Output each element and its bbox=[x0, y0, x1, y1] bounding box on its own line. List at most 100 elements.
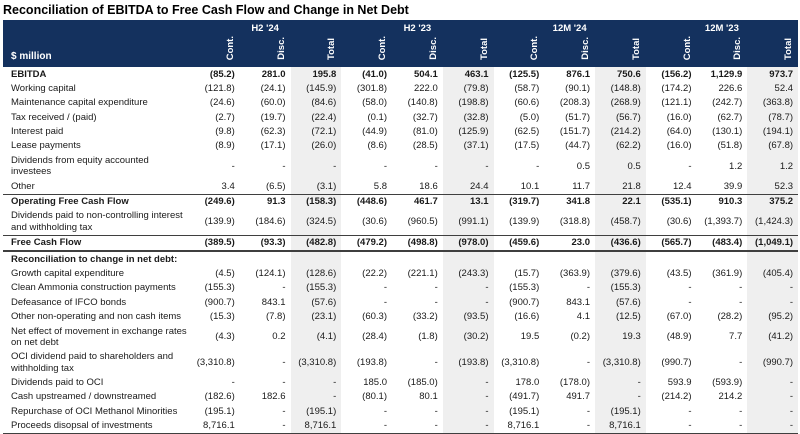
cell-value: (93.3) bbox=[239, 234, 291, 253]
cell-value: 463.1 bbox=[442, 67, 494, 82]
table-row: Cash upstreamed / downstreamed (182.6) 182… bbox=[3, 389, 799, 405]
cell-value: (182.6) bbox=[204, 391, 235, 403]
cell-value: (483.4) bbox=[696, 234, 748, 253]
cell-value: 8,716.1 bbox=[203, 420, 235, 432]
cell-value: 21.8 bbox=[595, 179, 646, 195]
table-body: EBITDA (85.2) 281.0 195.8 (41.0) 504.1 463.1 (1… bbox=[3, 67, 799, 434]
subcolumn-label: Disc. bbox=[696, 34, 748, 67]
cell-value: 341.8 bbox=[544, 193, 595, 209]
cell-value: 750.6 bbox=[595, 67, 646, 82]
cell-value: 910.3 bbox=[696, 193, 748, 209]
cell-value: (15.7) bbox=[514, 267, 540, 279]
cell-value: - bbox=[739, 357, 743, 368]
cell-value: - bbox=[442, 280, 494, 296]
cell-value: (17.5) bbox=[514, 140, 540, 152]
cell-value: 3.4 bbox=[221, 180, 235, 192]
row-label: Growth capital expenditure bbox=[11, 267, 125, 279]
cell-value: - bbox=[747, 389, 799, 405]
cell-value: (28.2) bbox=[717, 311, 743, 323]
cell-value: (128.6) bbox=[290, 266, 342, 281]
cell-value: 281.0 bbox=[261, 68, 286, 80]
cell-value: - bbox=[442, 375, 494, 390]
cell-value: (482.8) bbox=[290, 234, 342, 253]
cell-value: (81.0) bbox=[412, 126, 438, 138]
cell-value: - bbox=[688, 160, 692, 172]
table-row: Working capital (121.8) (24.1) (145.9) (301.… bbox=[3, 81, 799, 96]
cell-value: (458.7) bbox=[595, 208, 646, 236]
cell-value: (363.9) bbox=[559, 267, 590, 279]
cell-value: (60.0) bbox=[260, 97, 286, 109]
cell-value: - bbox=[383, 420, 387, 432]
cell-value: (121.1) bbox=[661, 97, 692, 109]
cell-value: 222.0 bbox=[413, 82, 438, 94]
cell-value: 178.0 bbox=[515, 377, 540, 389]
table-row: Repurchase of OCI Methanol Minorities (19… bbox=[3, 404, 799, 419]
cell-value: (361.9) bbox=[712, 267, 743, 279]
cell-value: (9.8) bbox=[215, 126, 235, 138]
cell-value bbox=[189, 251, 240, 266]
cell-value: (22.4) bbox=[290, 110, 342, 125]
cell-value: (156.2) bbox=[661, 68, 692, 80]
unit-label: $ million bbox=[3, 20, 189, 67]
cell-value: (242.7) bbox=[712, 97, 743, 109]
subcolumn-label-text: Disc. bbox=[427, 37, 439, 60]
subcolumn-label: Cont. bbox=[189, 34, 240, 67]
cell-value: (565.7) bbox=[645, 234, 697, 253]
column-group-label: 12M '23 bbox=[645, 20, 799, 34]
cell-value: - bbox=[434, 420, 438, 432]
cell-value: (491.7) bbox=[509, 391, 540, 403]
cell-value: (130.1) bbox=[712, 126, 743, 138]
cell-value: 182.6 bbox=[261, 391, 286, 403]
cell-value: 23.0 bbox=[544, 234, 595, 253]
cell-value: (15.3) bbox=[209, 311, 235, 323]
row-label: Free Cash Flow bbox=[3, 234, 189, 253]
cell-value: (900.7) bbox=[204, 296, 235, 308]
cell-value: (60.3) bbox=[362, 311, 387, 323]
cell-value: 226.6 bbox=[718, 82, 743, 94]
cell-value: - bbox=[434, 296, 438, 308]
cell-value: (67.8) bbox=[747, 138, 799, 154]
table-header: $ million H2 '24 H2 '23 12M '24 12M '23 Cont.… bbox=[3, 20, 799, 67]
cell-value: (85.2) bbox=[209, 68, 235, 80]
table-row: OCI dividend paid to shareholders and wi… bbox=[3, 349, 799, 376]
cell-value: (3,310.8) bbox=[501, 357, 540, 368]
cell-value: (214.2) bbox=[595, 124, 646, 139]
cell-value: (195.1) bbox=[595, 404, 646, 419]
cell-value: (121.8) bbox=[204, 82, 235, 94]
cell-value: - bbox=[688, 420, 692, 432]
cell-value: - bbox=[739, 420, 743, 432]
subcolumn-label-text: Cont. bbox=[529, 35, 541, 60]
cell-value: (174.2) bbox=[661, 82, 692, 94]
cell-value: (57.6) bbox=[290, 295, 342, 310]
cell-value: (0.1) bbox=[367, 111, 387, 123]
cell-value: 1,129.9 bbox=[710, 68, 743, 80]
table-row: Dividends paid to non-controlling intere… bbox=[3, 208, 799, 236]
subcolumn-label-text: Cont. bbox=[377, 35, 388, 60]
cell-value: (43.5) bbox=[666, 267, 692, 279]
cell-value: (44.9) bbox=[362, 126, 387, 138]
cell-value: (363.8) bbox=[747, 95, 799, 111]
cell-value: (195.1) bbox=[204, 405, 235, 417]
cell-value: (78.7) bbox=[747, 110, 799, 125]
cell-value: (148.8) bbox=[595, 81, 646, 96]
cell-value: - bbox=[282, 357, 286, 368]
cell-value: (30.2) bbox=[442, 324, 494, 350]
cell-value: (535.1) bbox=[645, 193, 697, 209]
cell-value: 80.1 bbox=[419, 391, 438, 403]
cell-value bbox=[646, 251, 697, 266]
row-label: Interest paid bbox=[11, 126, 64, 138]
column-group-label: 12M '24 bbox=[493, 20, 646, 34]
cell-value: (41.0) bbox=[362, 68, 387, 80]
subcolumn-label: Cont. bbox=[493, 34, 545, 67]
cell-value: - bbox=[739, 405, 743, 417]
cell-value: - bbox=[442, 295, 494, 310]
cell-value: - bbox=[595, 389, 646, 405]
table-row: Other 3.4 (6.5) (3.1) 5.8 18.6 24.4 10.1 11.7 21.… bbox=[3, 179, 799, 195]
cell-value: - bbox=[747, 295, 799, 310]
cell-value: (195.1) bbox=[509, 405, 540, 417]
cell-value: (185.0) bbox=[407, 377, 438, 389]
cell-value: 22.1 bbox=[595, 193, 646, 209]
cell-value: (125.9) bbox=[442, 124, 494, 139]
row-label: Other non-operating and non cash items bbox=[11, 311, 182, 323]
